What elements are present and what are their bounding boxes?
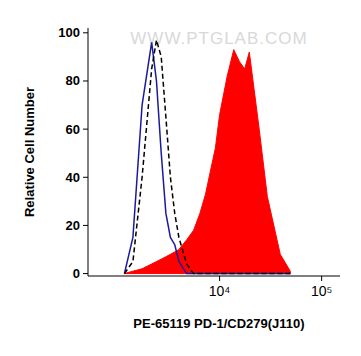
y-tick <box>83 80 88 81</box>
y-tick <box>83 177 88 178</box>
x-axis <box>88 276 340 277</box>
x-tick-label: 10⁴ <box>209 283 231 299</box>
y-tick-label: 60 <box>66 122 80 137</box>
y-tick-label: 40 <box>66 170 80 185</box>
watermark: WWW.PTGLAB.COM <box>130 29 307 48</box>
y-axis-title: Relative Cell Number <box>22 87 37 217</box>
y-tick-label: 80 <box>66 73 80 88</box>
chart: WWW.PTGLAB.COM 0 20 40 60 80 100 10⁴ 10⁵ PE-65119… <box>0 0 361 356</box>
y-tick <box>83 225 88 226</box>
x-tick <box>219 276 220 281</box>
histogram-line <box>124 40 290 274</box>
y-tick <box>83 32 88 33</box>
y-tick <box>83 273 88 274</box>
background <box>0 0 361 356</box>
x-axis-title: PE-65119 PD-1/CD279(J110) <box>133 316 304 331</box>
histogram-area <box>124 50 290 274</box>
y-axis <box>88 28 89 276</box>
plot-area <box>124 40 290 274</box>
x-tick-label: 10⁵ <box>311 283 332 299</box>
y-tick-label: 20 <box>66 218 80 233</box>
histogram-line <box>124 42 290 273</box>
y-tick-label: 100 <box>58 25 80 40</box>
y-tick <box>83 129 88 130</box>
x-tick <box>321 276 322 281</box>
y-tick-label: 0 <box>73 266 80 281</box>
